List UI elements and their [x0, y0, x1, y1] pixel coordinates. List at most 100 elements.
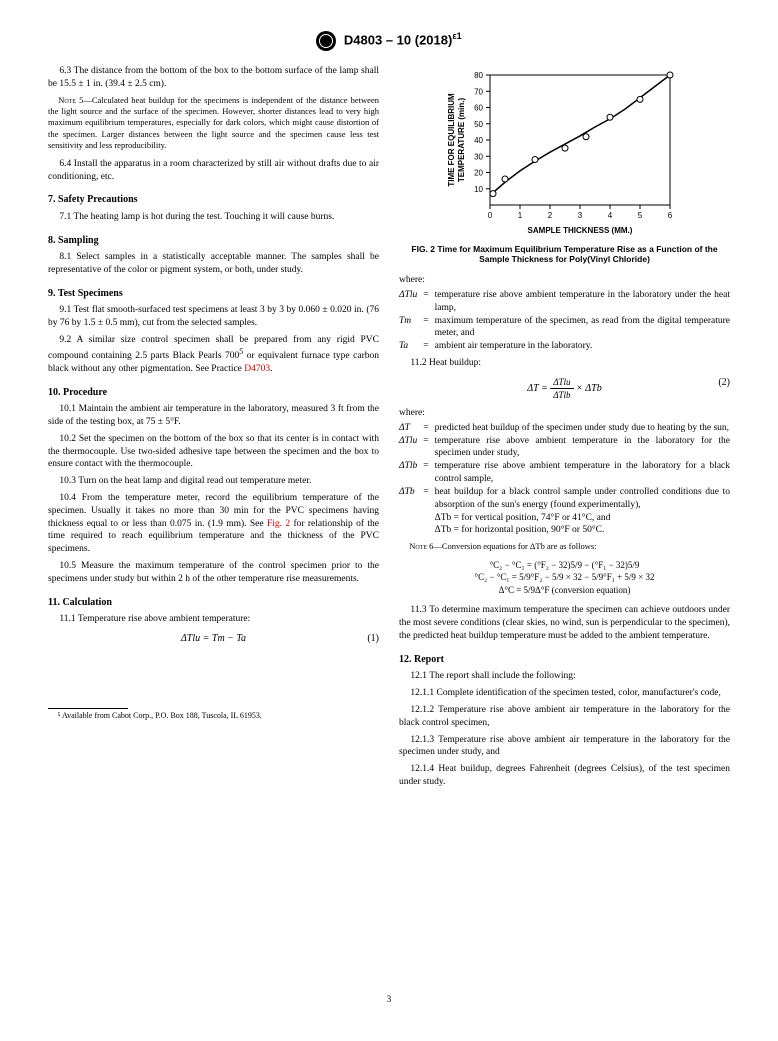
para-12-1-4: 12.1.4 Heat buildup, degrees Fahrenheit …	[399, 763, 730, 789]
def-dtb-horiz-def: ΔTb = for horizontal position, 90°F or 5…	[435, 524, 730, 537]
def-dtb-vert-def: ΔTb = for vertical position, 74°F or 41°…	[435, 512, 730, 525]
svg-text:SAMPLE THICKNESS (MM.): SAMPLE THICKNESS (MM.)	[527, 226, 632, 235]
note-5: Note 5—Calculated heat buildup for the s…	[48, 95, 379, 152]
def-tm-term: Tm	[399, 315, 423, 341]
blank	[423, 512, 434, 525]
note-6-text: Conversion equations for ΔTb are as foll…	[442, 541, 597, 551]
conv-line-3: Δ°C = 5/9Δ°F (conversion equation)	[399, 584, 730, 597]
def-dtlu2-def: temperature rise above ambient temperatu…	[435, 435, 730, 461]
para-9-2-d: .	[270, 364, 272, 374]
note-5-text: Calculated heat buildup for the specimen…	[48, 95, 379, 151]
def-eq: =	[423, 340, 434, 353]
svg-text:TIME FOR EQUILIBRIUMTEMPERATUR: TIME FOR EQUILIBRIUMTEMPERATURE (min.)	[447, 93, 466, 187]
def-dtlb: ΔTlb = temperature rise above ambient te…	[399, 460, 730, 486]
note-6-label: Note 6—	[409, 541, 442, 551]
svg-text:1: 1	[517, 211, 522, 220]
svg-text:30: 30	[474, 152, 483, 161]
note-5-label: Note 5—	[58, 95, 92, 105]
link-d4703[interactable]: D4703	[244, 364, 270, 374]
para-11-2: 11.2 Heat buildup:	[399, 357, 730, 370]
equation-2: ΔT = ΔTluΔTlb × ΔTb (2)	[399, 376, 730, 401]
doc-header: D4803 – 10 (2018)ε1	[48, 30, 730, 51]
eq2-number: (2)	[718, 376, 730, 390]
eq2-frac: ΔTluΔTlb	[550, 376, 573, 401]
svg-text:60: 60	[474, 103, 483, 112]
def-dtb: ΔTb = heat buildup for a black control s…	[399, 486, 730, 512]
para-12-1-2: 12.1.2 Temperature rise above ambient ai…	[399, 704, 730, 730]
para-12-1-3: 12.1.3 Temperature rise above ambient ai…	[399, 734, 730, 760]
blank	[399, 512, 423, 525]
link-fig2[interactable]: Fig. 2	[267, 519, 290, 529]
blank	[423, 524, 434, 537]
para-9-1: 9.1 Test flat smooth-surfaced test speci…	[48, 304, 379, 330]
def-dtb-def: heat buildup for a black control sample …	[435, 486, 730, 512]
def-dtlb-def: temperature rise above ambient temperatu…	[435, 460, 730, 486]
def-dtlu-term: ΔTlu	[399, 289, 423, 315]
svg-text:3: 3	[577, 211, 582, 220]
section-12-heading: 12. Report	[399, 653, 730, 667]
para-12-1: 12.1 The report shall include the follow…	[399, 670, 730, 683]
section-8-heading: 8. Sampling	[48, 234, 379, 248]
def-dtb-term: ΔTb	[399, 486, 423, 512]
def-eq: =	[423, 315, 434, 341]
section-9-heading: 9. Test Specimens	[48, 287, 379, 301]
section-10-heading: 10. Procedure	[48, 386, 379, 400]
def-dt-def: predicted heat buildup of the specimen u…	[435, 422, 730, 435]
def-dtlu-def: temperature rise above ambient temperatu…	[435, 289, 730, 315]
svg-text:20: 20	[474, 168, 483, 177]
def-dtb-vert: ΔTb = for vertical position, 74°F or 41°…	[399, 512, 730, 525]
def-dtb-horiz: ΔTb = for horizontal position, 90°F or 5…	[399, 524, 730, 537]
def-ta: Ta = ambient air temperature in the labo…	[399, 340, 730, 353]
content-columns: 6.3 The distance from the bottom of the …	[48, 65, 730, 985]
svg-text:50: 50	[474, 120, 483, 129]
def-dt-term: ΔT	[399, 422, 423, 435]
para-7-1: 7.1 The heating lamp is hot during the t…	[48, 211, 379, 224]
note-6: Note 6—Conversion equations for ΔTb are …	[399, 541, 730, 552]
para-10-5: 10.5 Measure the maximum temperature of …	[48, 560, 379, 586]
svg-text:0: 0	[487, 211, 492, 220]
para-10-4: 10.4 From the temperature meter, record …	[48, 492, 379, 556]
where-label-1: where:	[399, 274, 730, 287]
svg-text:6: 6	[667, 211, 672, 220]
page-number: 3	[48, 993, 730, 1005]
conversion-equations: °C₂ − °C₁ = (°F₂ − 32)5/9 − (°F₁ − 32)5/…	[399, 559, 730, 597]
def-dtlu2-term: ΔTlu	[399, 435, 423, 461]
eq1-body: ΔTlu = Tm − Ta	[181, 633, 246, 644]
def-dtlb-term: ΔTlb	[399, 460, 423, 486]
svg-text:70: 70	[474, 87, 483, 96]
para-6-3: 6.3 The distance from the bottom of the …	[48, 65, 379, 91]
section-11-heading: 11. Calculation	[48, 596, 379, 610]
svg-text:40: 40	[474, 136, 483, 145]
def-ta-def: ambient air temperature in the laborator…	[435, 340, 730, 353]
conv-line-2: °C₂ − °C₁ = 5/9°F₂ − 5/9 × 32 − 5/9°F₁ +…	[399, 571, 730, 584]
def-eq: =	[423, 460, 434, 486]
deflist-1: ΔTlu = temperature rise above ambient te…	[399, 289, 730, 353]
def-ta-term: Ta	[399, 340, 423, 353]
svg-text:80: 80	[474, 71, 483, 80]
doc-id: D4803 – 10 (2018)	[344, 32, 452, 47]
footnote-5: ⁵ Available from Cabot Corp., P.O. Box 1…	[48, 711, 379, 722]
doc-eps: ε1	[452, 31, 461, 41]
equation-1: ΔTlu = Tm − Ta (1)	[48, 632, 379, 646]
eq2-rhs: × ΔTb	[574, 383, 602, 394]
eq2-num: ΔTlu	[550, 376, 573, 389]
figure-2: 0 1 2 3 4 5 6 10 20 30 40 50 60 70 80 SAMPLE THICKNESS …	[399, 65, 730, 264]
section-7-heading: 7. Safety Precautions	[48, 193, 379, 207]
svg-text:10: 10	[474, 185, 483, 194]
def-tm: Tm = maximum temperature of the specimen…	[399, 315, 730, 341]
figure-2-chart: 0 1 2 3 4 5 6 10 20 30 40 50 60 70 80 SAMPLE THICKNESS …	[435, 65, 695, 235]
deflist-2: ΔT = predicted heat buildup of the speci…	[399, 422, 730, 537]
def-eq: =	[423, 435, 434, 461]
para-6-4: 6.4 Install the apparatus in a room char…	[48, 158, 379, 184]
svg-text:5: 5	[637, 211, 642, 220]
def-dtlu: ΔTlu = temperature rise above ambient te…	[399, 289, 730, 315]
eq1-number: (1)	[367, 632, 379, 646]
def-eq: =	[423, 289, 434, 315]
def-tm-def: maximum temperature of the specimen, as …	[435, 315, 730, 341]
para-10-3: 10.3 Turn on the heat lamp and digital r…	[48, 475, 379, 488]
svg-text:4: 4	[607, 211, 612, 220]
figure-2-caption: FIG. 2 Time for Maximum Equilibrium Temp…	[399, 244, 730, 264]
def-eq: =	[423, 486, 434, 512]
def-dt: ΔT = predicted heat buildup of the speci…	[399, 422, 730, 435]
svg-text:2: 2	[547, 211, 552, 220]
